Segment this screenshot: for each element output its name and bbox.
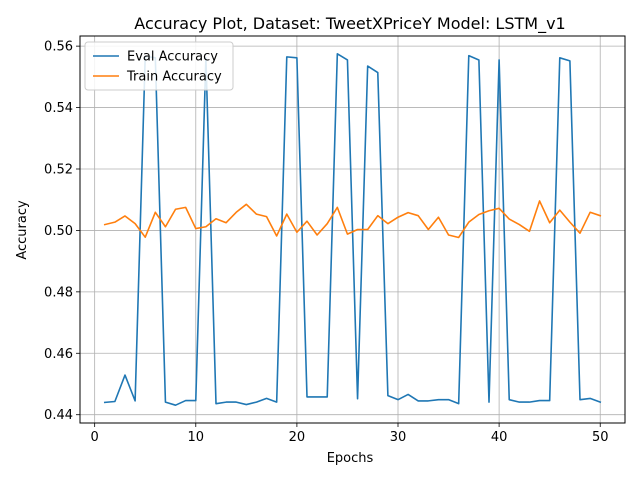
y-tick-label: 0.50 <box>44 224 73 239</box>
x-tick-label: 10 <box>188 430 205 445</box>
x-tick-label: 0 <box>91 430 99 445</box>
series-group <box>103 53 602 406</box>
x-tick-label: 30 <box>390 430 407 445</box>
legend: Eval Accuracy Train Accuracy <box>84 41 234 91</box>
x-tick-label: 50 <box>592 430 609 445</box>
chart-title: Accuracy Plot, Dataset: TweetXPriceY Mod… <box>134 14 565 34</box>
x-tick-label: 20 <box>289 430 306 445</box>
y-axis-title: Accuracy <box>15 200 30 260</box>
x-axis-title: Epochs <box>327 451 374 466</box>
legend-label-train-accuracy: Train Accuracy <box>126 70 222 85</box>
legend-box <box>84 41 234 91</box>
y-tick-label: 0.52 <box>44 162 73 177</box>
series-line-eval-accuracy <box>103 53 602 406</box>
y-tick-label: 0.46 <box>44 347 73 362</box>
y-tick-label: 0.48 <box>44 285 73 300</box>
series-line-train-accuracy <box>103 200 602 239</box>
plot-frame <box>79 35 626 424</box>
x-tick-label: 40 <box>491 430 508 445</box>
y-tick-label: 0.54 <box>44 101 73 116</box>
ticks: 0 10 20 30 40 50 0.44 0.46 0.48 0.50 0.52 0.54 0.56 <box>44 40 608 445</box>
legend-label-eval-accuracy: Eval Accuracy <box>127 50 218 65</box>
y-tick-label: 0.44 <box>44 408 73 423</box>
y-tick-label: 0.56 <box>44 40 73 55</box>
